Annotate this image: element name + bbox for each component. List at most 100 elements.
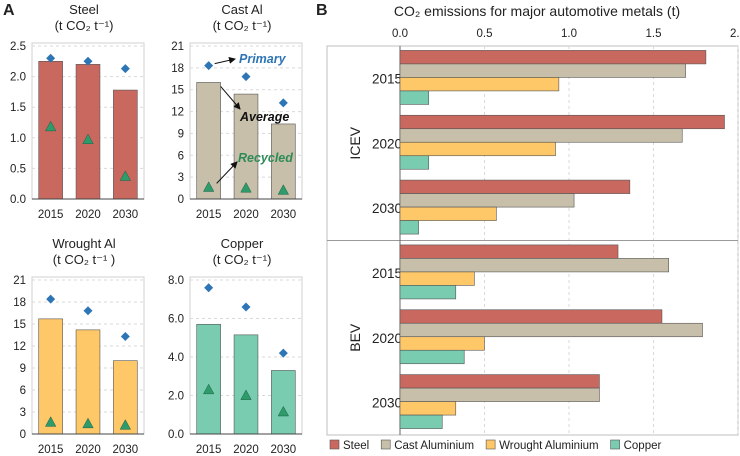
cast-ytick: 0 [178, 194, 184, 206]
cast-xtick-2030: 2030 [271, 209, 297, 221]
cast-recycled-2020 [240, 182, 252, 193]
primary-annotation: Primary [239, 52, 287, 66]
copper-ytick: 4.0 [168, 352, 184, 364]
legend-label-wrought: Wrought Aluminium [499, 440, 599, 452]
BEV-2030-copper-bar [399, 414, 443, 429]
panel-b-letter: B [316, 2, 328, 19]
wrought-ytick: 3 [20, 407, 26, 419]
copper-unit: (t CO₂ t⁻¹) [213, 252, 272, 267]
cast-xtick-2020: 2020 [233, 209, 259, 221]
steel-ytick: 1.5 [10, 102, 26, 114]
copper-bar-2020 [233, 334, 259, 435]
wrought-ytick: 21 [13, 275, 26, 287]
ICEV-2030-steel-bar [399, 179, 631, 194]
copper-ytick: 8.0 [168, 275, 184, 287]
ICEV-2015-copper-bar [399, 90, 430, 105]
wrought-recycled-2015 [45, 416, 57, 427]
copper-ytick: 2.0 [168, 391, 184, 403]
wrought-ytick: 15 [13, 319, 26, 331]
cast-title: Cast Al [221, 2, 262, 17]
copper-recycled-2030 [277, 405, 289, 417]
copper-bar-2015 [196, 323, 221, 435]
steel-title: Steel [69, 2, 99, 17]
cast-primary-2020 [241, 72, 251, 82]
ICEV-2015-cast-bar [399, 63, 686, 78]
panel-b-xtick: 1.5 [646, 28, 662, 40]
steel-ytick: 0.0 [10, 194, 26, 206]
copper-xtick-2015: 2015 [196, 444, 222, 456]
steel-bar-2020 [75, 64, 101, 200]
ICEV-year-2020: 2020 [372, 136, 402, 151]
cast-xtick-2015: 2015 [196, 209, 222, 221]
copper-title: Copper [221, 236, 264, 251]
BEV-2030-steel-bar [399, 374, 600, 389]
wrought-xtick-2020: 2020 [75, 444, 101, 456]
wrought-primary-2030 [120, 331, 130, 341]
primary-arrow [214, 56, 236, 65]
wrought-ytick: 12 [13, 341, 26, 353]
copper-primary-2020 [241, 302, 251, 312]
cast-recycled-2030 [277, 184, 289, 195]
copper-ytick: 0.0 [168, 429, 184, 441]
panel-b-title: CO₂ emissions for major automotive metal… [394, 3, 680, 19]
copper-primary-2015 [204, 283, 214, 293]
cast-unit: (t CO₂ t⁻¹) [213, 18, 272, 33]
panel-b-xtick: 2.0 [730, 28, 740, 40]
steel-ytick: 1.0 [10, 133, 26, 145]
wrought-ytick: 6 [20, 385, 26, 397]
cast-ytick: 12 [171, 107, 184, 119]
copper-recycled-2020 [240, 389, 252, 400]
legend-swatch-copper [610, 439, 620, 450]
copper-ytick: 6.0 [168, 314, 184, 326]
ICEV-2020-cast-bar [399, 128, 683, 143]
steel-recycled-2030 [119, 170, 131, 181]
cast-ytick: 3 [178, 172, 184, 184]
average-arrow [220, 86, 241, 110]
legend-swatch-wrought [485, 439, 496, 450]
ICEV-2020-steel-bar [399, 114, 725, 130]
wrought-recycled-2030 [119, 419, 131, 430]
panel-b-xtick: 0.0 [392, 28, 408, 40]
wrought-xtick-2030: 2030 [113, 444, 139, 456]
BEV-2020-wrought-bar [399, 336, 485, 351]
legend-swatch-steel [329, 439, 340, 450]
BEV-year-2030: 2030 [372, 396, 402, 411]
ICEV-2030-copper-bar [399, 220, 419, 235]
copper-primary-2030 [278, 348, 288, 358]
ICEV-2030-cast-bar [399, 193, 575, 208]
steel-primary-2030 [120, 64, 130, 74]
BEV-2015-wrought-bar [399, 271, 475, 286]
steel-ytick: 2.5 [10, 41, 26, 53]
BEV-2020-copper-bar [399, 349, 465, 365]
steel-ytick: 2.0 [10, 72, 26, 84]
cast-recycled-2015 [203, 181, 215, 192]
copper-xtick-2020: 2020 [233, 444, 259, 456]
panel-b-xtick: 0.5 [477, 28, 493, 40]
BEV-2020-cast-bar [399, 322, 703, 338]
BEV-2030-cast-bar [399, 387, 600, 402]
BEV-2020-steel-bar [399, 309, 663, 324]
recycled-arrow [216, 161, 238, 184]
BEV-2030-wrought-bar [399, 401, 457, 416]
ICEV-2020-copper-bar [399, 155, 430, 170]
steel-recycled-2015 [45, 120, 57, 132]
group-label-ICEV: ICEV [347, 126, 363, 159]
wrought-unit: (t CO₂ t⁻¹ ) [53, 252, 115, 267]
wrought-title: Wrought Al [52, 236, 115, 251]
BEV-2015-steel-bar [399, 244, 619, 259]
ICEV-year-2030: 2030 [372, 201, 402, 216]
average-annotation: Average [239, 110, 289, 124]
steel-unit: (t CO₂ t⁻¹) [55, 18, 114, 33]
wrought-primary-2015 [46, 294, 56, 304]
cast-primary-2015 [204, 61, 214, 71]
copper-recycled-2015 [203, 383, 215, 395]
ICEV-2015-steel-bar [399, 50, 707, 65]
legend-label-cast: Cast Aluminium [394, 440, 474, 452]
BEV-2015-copper-bar [399, 285, 457, 300]
ICEV-2030-wrought-bar [399, 206, 497, 221]
wrought-ytick: 0 [20, 429, 26, 441]
BEV-year-2015: 2015 [372, 266, 402, 281]
steel-xtick-2015: 2015 [38, 209, 64, 221]
legend-label-copper: Copper [624, 440, 662, 452]
